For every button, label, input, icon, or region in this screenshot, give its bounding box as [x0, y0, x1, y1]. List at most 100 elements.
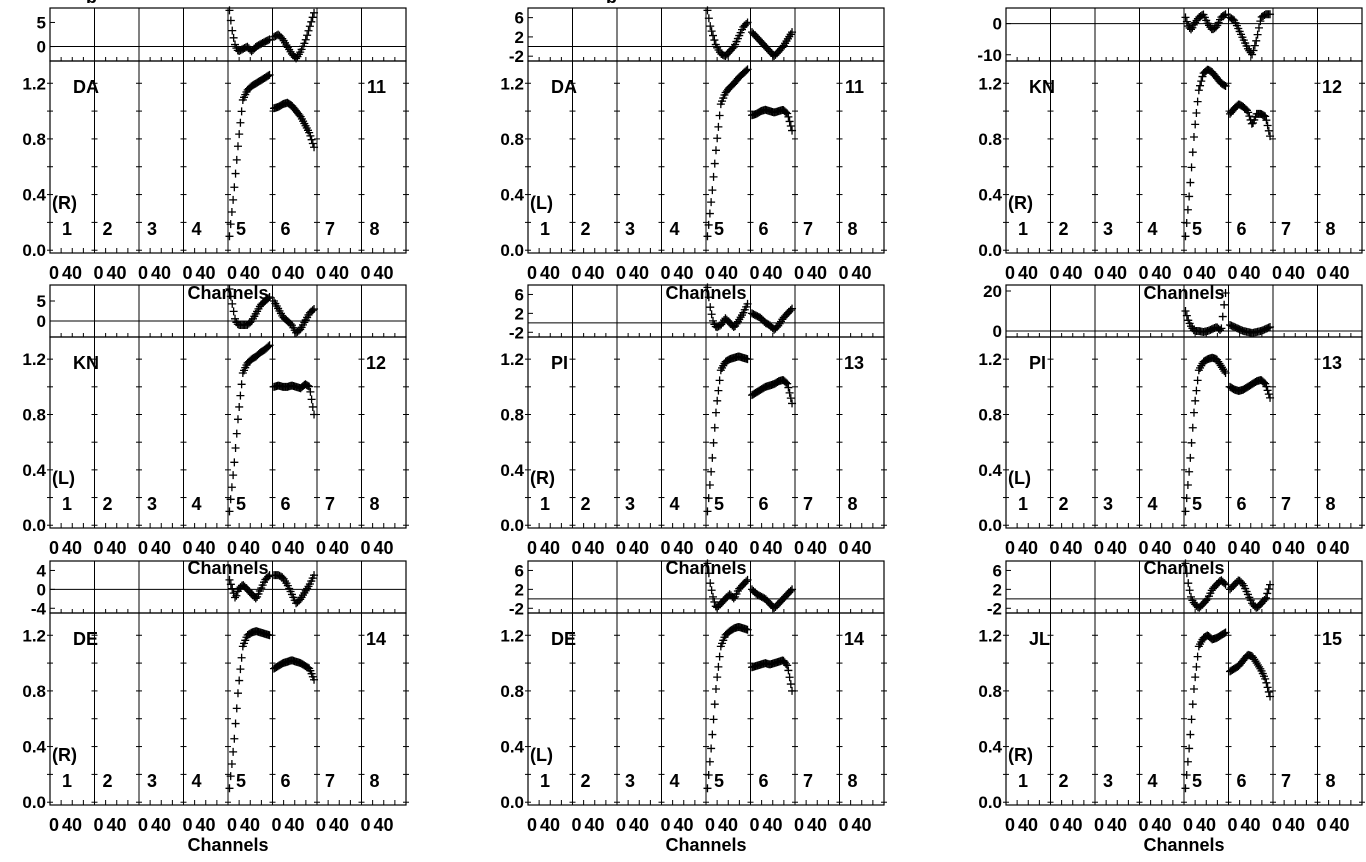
x-tick-label: 0	[182, 538, 192, 558]
amp-ytick-label: 0.0	[22, 241, 46, 260]
panel-number-label: 11	[367, 77, 386, 97]
phase-point	[743, 575, 752, 584]
amp-ytick-label: 0.0	[978, 516, 1002, 535]
amp-point	[1263, 683, 1272, 692]
x-tick-label: 0	[749, 263, 759, 283]
amp-point	[714, 386, 723, 395]
amp-ytick-label: 0.8	[500, 682, 524, 701]
x-tick-label: 40	[1240, 538, 1260, 558]
phase-point	[1185, 586, 1194, 595]
phase-point	[301, 35, 310, 44]
amp-point	[265, 631, 274, 640]
x-tick-label: 0	[571, 263, 581, 283]
amp-point	[783, 661, 792, 670]
x-tick-label: 40	[1062, 263, 1082, 283]
x-tick-label: 40	[584, 815, 604, 835]
x-tick-label: 0	[1094, 815, 1104, 835]
phase-point	[1187, 25, 1196, 34]
x-tick-label: 40	[62, 538, 82, 558]
amp-point	[1262, 382, 1271, 391]
phase-point	[229, 33, 238, 42]
amp-point	[1188, 423, 1197, 432]
spw-label-2: 2	[103, 494, 113, 514]
phase-ytick-label: -10	[977, 46, 1002, 65]
amp-point	[225, 784, 234, 793]
amp-point	[227, 483, 236, 492]
amp-point	[233, 142, 242, 151]
phase-ytick-label: 6	[515, 561, 524, 580]
amp-point	[1194, 86, 1203, 95]
x-tick-label: 40	[1018, 263, 1038, 283]
amp-ytick-label: 1.2	[500, 626, 524, 645]
x-tick-label: 0	[1005, 263, 1015, 283]
amp-point	[308, 402, 317, 411]
amp-point	[715, 652, 724, 661]
spw-label-2: 2	[103, 771, 113, 791]
x-tick-label: 0	[571, 815, 581, 835]
x-tick-label: 40	[62, 263, 82, 283]
x-tick-label: 40	[1329, 538, 1349, 558]
amp-point	[709, 172, 718, 181]
x-tick-label: 40	[718, 815, 738, 835]
x-tick-label: 40	[1196, 263, 1216, 283]
x-tick-label: 0	[1049, 815, 1059, 835]
phase-point	[1264, 585, 1273, 594]
amp-ytick-label: 1.2	[22, 350, 46, 369]
amp-point	[713, 396, 722, 405]
x-tick-label: 40	[1107, 815, 1127, 835]
x-tick-label: 40	[1107, 538, 1127, 558]
x-tick-label: 0	[616, 263, 626, 283]
phase-point	[305, 22, 314, 31]
phase-point	[1221, 580, 1230, 589]
spw-label-4: 4	[1148, 494, 1158, 514]
amp-point	[237, 107, 246, 116]
phase-point	[706, 22, 715, 31]
amp-point	[1182, 771, 1191, 780]
x-tick-label: 40	[540, 263, 560, 283]
x-tick-label: 0	[794, 538, 804, 558]
amp-point	[1193, 97, 1202, 106]
amp-point	[1189, 133, 1198, 142]
polarization-label: (L)	[52, 468, 75, 488]
amp-ytick-label: 0.4	[500, 461, 524, 480]
amp-point	[1261, 674, 1270, 683]
polarization-label: (R)	[52, 193, 77, 213]
phase-point	[296, 595, 305, 604]
phase-point	[251, 594, 260, 603]
amp-ytick-label: 1.2	[22, 74, 46, 93]
amp-point	[703, 507, 712, 516]
amp-point	[1192, 662, 1201, 671]
spw-label-1: 1	[62, 771, 72, 791]
amp-point	[1221, 628, 1230, 637]
x-tick-label: 0	[1227, 538, 1237, 558]
x-tick-label: 40	[629, 263, 649, 283]
amp-ytick-label: 0.4	[500, 186, 524, 205]
x-tick-label: 0	[316, 538, 326, 558]
x-tick-label: 0	[794, 263, 804, 283]
spw-label-8: 8	[370, 219, 380, 239]
amp-point	[1262, 116, 1271, 125]
x-tick-label: 40	[240, 538, 260, 558]
antenna-label: DE	[73, 629, 98, 649]
phase-point	[1254, 23, 1263, 32]
amp-point	[226, 220, 235, 229]
x-tick-label: 40	[1107, 263, 1127, 283]
x-tick-label: 40	[195, 815, 215, 835]
spw-label-5: 5	[236, 494, 246, 514]
amp-point	[786, 122, 795, 131]
x-tick-label: 40	[584, 263, 604, 283]
spw-label-8: 8	[1326, 494, 1336, 514]
x-tick-label: 0	[316, 815, 326, 835]
phase-point	[707, 310, 716, 319]
amp-point	[705, 209, 714, 218]
amp-ytick-label: 0.4	[978, 461, 1002, 480]
x-tick-label: 40	[284, 263, 304, 283]
x-tick-label: 0	[1049, 538, 1059, 558]
amp-point	[1266, 692, 1275, 701]
phase-point	[308, 13, 317, 22]
spw-label-3: 3	[147, 219, 157, 239]
spw-label-2: 2	[1059, 494, 1069, 514]
phase-point	[710, 597, 719, 606]
amp-point	[708, 186, 717, 195]
amp-point	[236, 665, 245, 674]
